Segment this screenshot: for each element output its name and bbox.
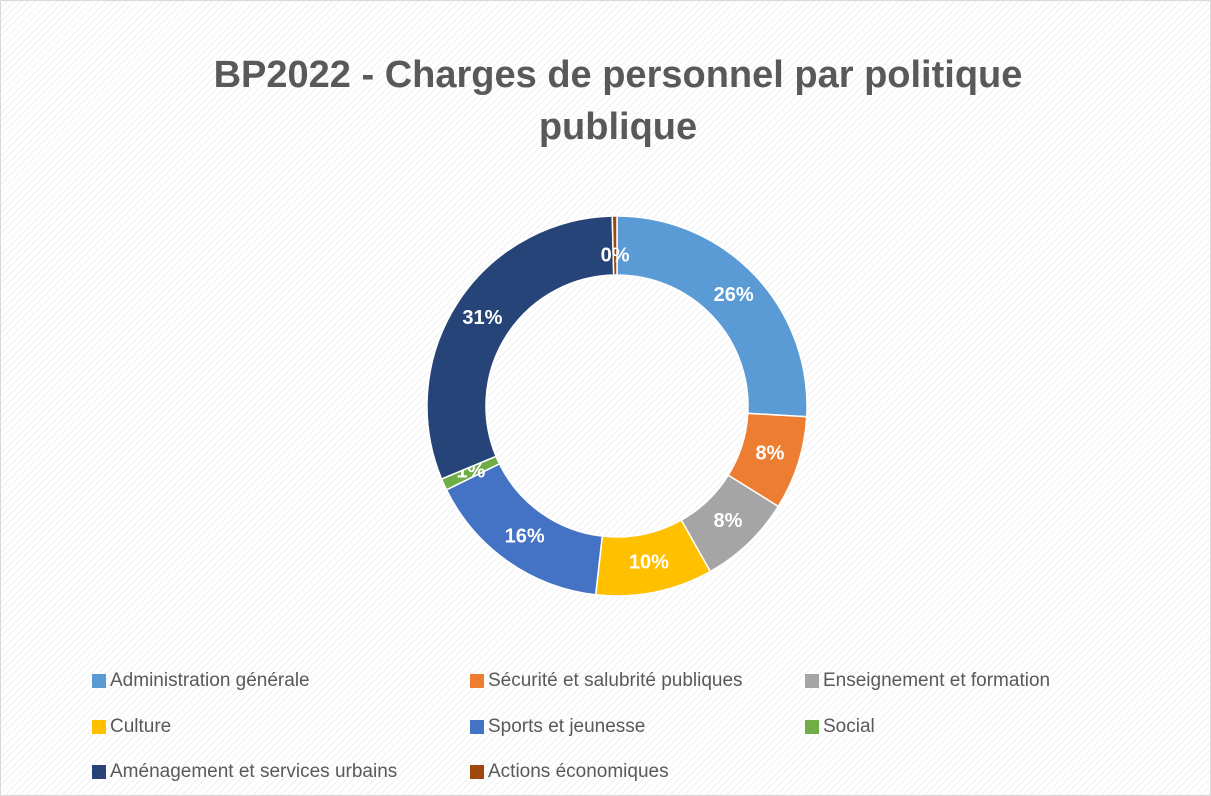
legend-swatch [470, 765, 484, 779]
data-label: 26% [714, 284, 754, 306]
data-label: 8% [756, 443, 785, 465]
legend-label: Aménagement et services urbains [110, 761, 397, 782]
legend-swatch [470, 720, 484, 734]
donut-slice [426, 215, 615, 480]
legend-label: Administration générale [110, 670, 310, 691]
data-label: 8% [714, 510, 743, 532]
legend-swatch [92, 765, 106, 779]
legend-swatch [805, 674, 819, 688]
legend-swatch [805, 720, 819, 734]
legend-label: Culture [110, 716, 171, 737]
chart-title: BP2022 - Charges de personnel par politi… [213, 54, 1023, 148]
data-label: 16% [505, 526, 545, 548]
data-label: 0% [601, 244, 630, 266]
legend-swatch [92, 720, 106, 734]
data-label: 31% [462, 307, 502, 329]
legend-label: Actions économiques [488, 761, 669, 782]
legend-swatch [470, 674, 484, 688]
data-label: 10% [629, 552, 669, 574]
legend-label: Sports et jeunesse [488, 716, 645, 737]
legend-swatch [92, 674, 106, 688]
legend-label: Enseignement et formation [823, 670, 1050, 691]
donut-slice [611, 215, 618, 276]
legend-label: Social [823, 716, 875, 737]
donut-slice [616, 215, 808, 418]
legend-label: Sécurité et salubrité publiques [488, 670, 743, 691]
